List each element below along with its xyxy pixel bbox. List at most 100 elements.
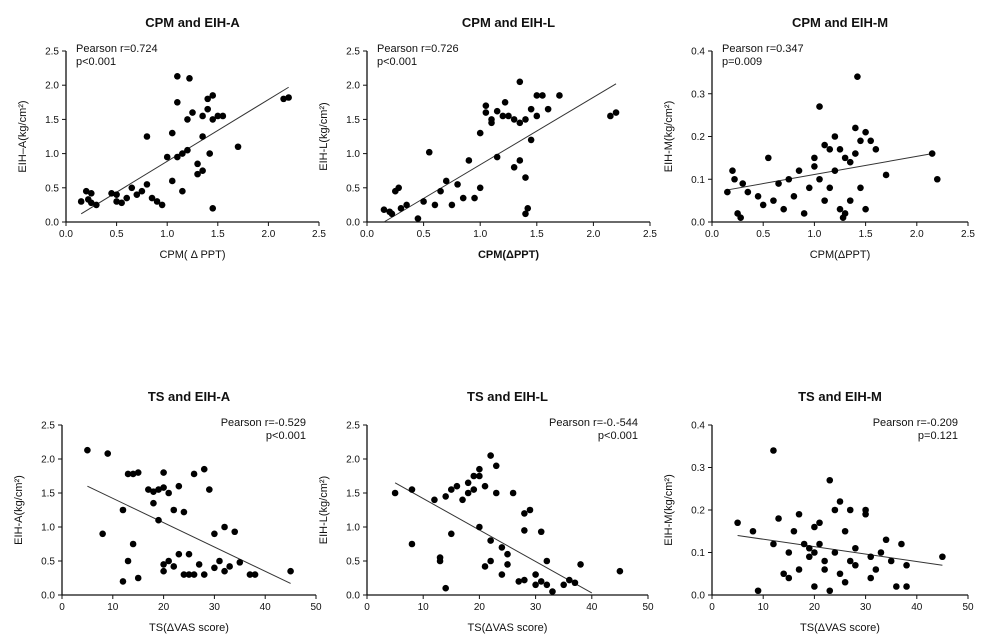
data-point (537, 578, 545, 585)
chart-title: CPM and EIH-L (462, 15, 555, 30)
data-point (539, 92, 546, 99)
data-point (785, 574, 793, 582)
x-axis-label: CPM(ΔPPT) (478, 249, 539, 261)
data-point (492, 462, 500, 470)
data-point (123, 194, 131, 202)
data-point (395, 184, 402, 192)
data-point (470, 486, 478, 493)
data-point (504, 550, 511, 558)
data-point (846, 506, 854, 514)
data-point (816, 103, 823, 110)
data-point (448, 201, 456, 209)
data-point (174, 153, 181, 161)
data-point (521, 510, 528, 517)
data-point (206, 486, 213, 493)
data-point (515, 578, 523, 585)
data-point (143, 181, 151, 188)
data-point (442, 584, 449, 592)
data-point (852, 544, 859, 552)
data-point (160, 469, 167, 476)
y-tick-label: 0.0 (691, 218, 705, 229)
x-tick-label: 40 (586, 602, 598, 613)
data-point (821, 566, 828, 573)
y-tick-label: 2.0 (346, 455, 360, 466)
p-value-annotation: p=0.009 (722, 56, 762, 68)
x-tick-label: 20 (158, 602, 170, 613)
data-point (170, 563, 178, 570)
data-point (857, 137, 864, 145)
chart-title: CPM and EIH-M (792, 15, 888, 30)
data-point (887, 557, 895, 565)
data-point (527, 136, 535, 144)
data-point (165, 557, 172, 565)
x-tick-label: 1.0 (807, 229, 821, 240)
data-point (831, 506, 839, 514)
data-point (82, 187, 90, 195)
data-point (749, 527, 757, 535)
data-point (521, 527, 528, 534)
data-point (862, 510, 869, 518)
x-tick-label: 20 (474, 602, 486, 613)
data-point (505, 112, 512, 120)
data-point (408, 486, 416, 493)
data-point (200, 571, 208, 578)
data-point (234, 143, 242, 151)
data-point (93, 201, 100, 209)
panel-ts-eih-m: TS and EIH-M TS(ΔVAS score) EIH-M(kg/cm²… (663, 389, 974, 634)
data-point (811, 549, 818, 556)
data-point (549, 588, 556, 595)
y-tick-label: 0.5 (41, 557, 55, 568)
chart-title: TS and EIH-M (798, 389, 882, 404)
pearson-r-annotation: Pearson r=0.347 (722, 43, 804, 55)
data-point (800, 540, 808, 548)
x-tick-label: 0 (709, 602, 715, 613)
p-value-annotation: p=0.121 (918, 430, 958, 442)
data-point (143, 133, 151, 140)
data-point (124, 557, 132, 565)
x-axis-label: CPM( Δ PPT) (159, 249, 225, 261)
data-point (811, 583, 818, 590)
data-point (391, 489, 399, 497)
data-point (826, 184, 834, 192)
data-point (852, 561, 859, 569)
data-point (488, 116, 495, 123)
data-point (846, 158, 854, 166)
data-point (180, 571, 188, 578)
data-point (221, 567, 228, 575)
data-point (155, 486, 162, 493)
data-point (471, 194, 478, 202)
data-point (872, 566, 880, 573)
x-tick-label: 50 (310, 602, 322, 613)
regression-line (737, 535, 943, 566)
data-point (499, 112, 507, 120)
data-point (420, 198, 427, 205)
data-point (459, 496, 466, 504)
data-point (770, 540, 777, 548)
y-tick-label: 1.5 (346, 489, 360, 500)
y-tick-label: 0.4 (691, 47, 705, 58)
data-point (846, 197, 854, 204)
pearson-r-annotation: Pearson r=-0.529 (221, 417, 306, 429)
data-point (163, 153, 171, 161)
data-point (533, 92, 541, 99)
data-point (867, 137, 875, 145)
x-tick-label: 1.0 (160, 229, 174, 240)
data-point (226, 563, 233, 570)
data-point (928, 150, 936, 157)
regression-line (87, 485, 291, 584)
data-point (816, 175, 823, 183)
data-point (442, 493, 449, 500)
data-point (785, 175, 793, 183)
data-point (532, 581, 539, 589)
p-value-annotation: p<0.001 (377, 56, 417, 68)
data-point (543, 557, 551, 565)
data-point (805, 184, 813, 192)
data-point (124, 470, 132, 478)
data-point (821, 197, 828, 204)
y-tick-label: 0.0 (41, 591, 55, 602)
data-point (821, 557, 828, 565)
x-tick-label: 0.5 (110, 229, 124, 240)
data-point (476, 129, 484, 137)
data-point (770, 197, 777, 204)
data-point (119, 506, 127, 514)
